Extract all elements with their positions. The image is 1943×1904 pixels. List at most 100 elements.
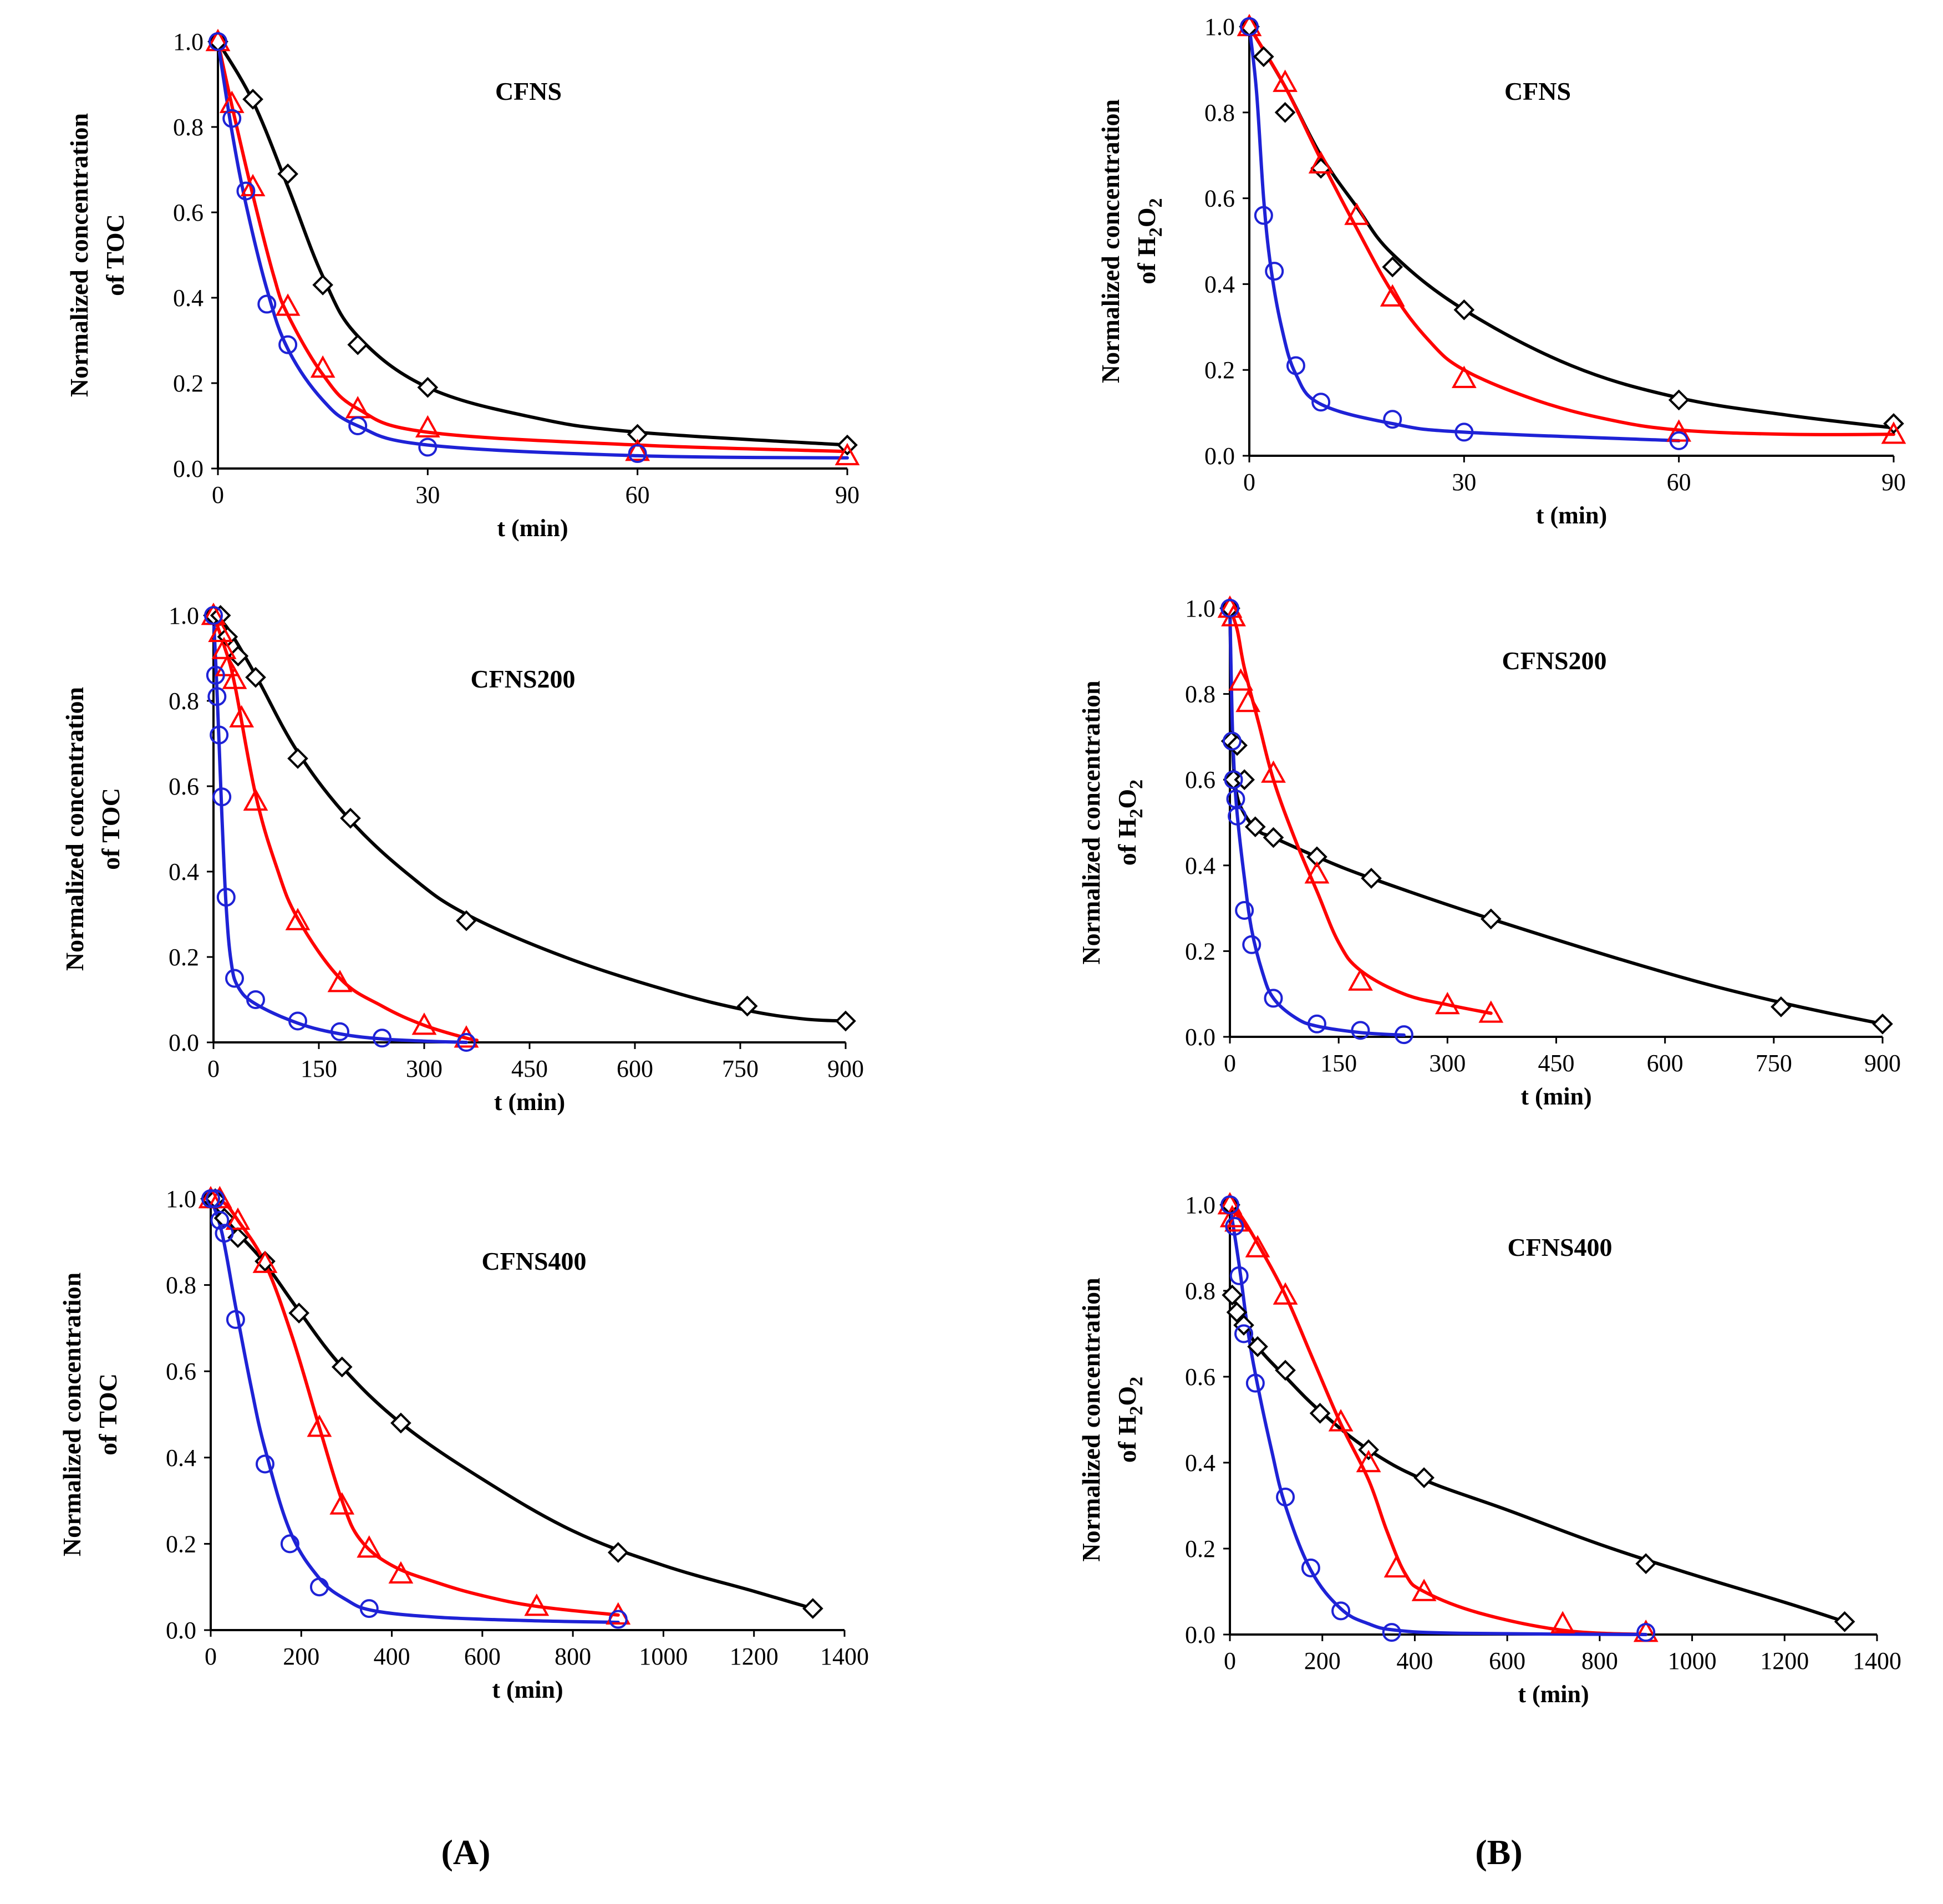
y-axis-label-subscript: 2 bbox=[1126, 1406, 1147, 1416]
data-point-blue bbox=[330, 1022, 349, 1041]
y-axis-label-part: of H bbox=[1113, 1415, 1141, 1463]
data-point-black bbox=[390, 1412, 411, 1434]
data-point-red bbox=[1356, 1449, 1381, 1473]
data-point-blue bbox=[246, 990, 265, 1009]
x-tick-label: 0 bbox=[205, 1643, 217, 1670]
data-point-blue bbox=[1276, 1488, 1295, 1506]
y-tick-label: 1.0 bbox=[1204, 13, 1235, 40]
data-point-blue bbox=[225, 969, 244, 988]
y-axis-label-line1: Normalized concentration bbox=[1077, 680, 1105, 964]
y-tick-label: 0.4 bbox=[1185, 852, 1215, 879]
data-point-blue bbox=[1240, 17, 1259, 36]
x-tick-label: 0 bbox=[1243, 469, 1255, 496]
x-tick-label: 30 bbox=[415, 481, 440, 508]
data-point-red bbox=[222, 666, 247, 689]
data-point-blue bbox=[1235, 900, 1254, 920]
data-point-red bbox=[1344, 202, 1370, 225]
y-axis-label-line2: of H2O2 bbox=[1113, 780, 1147, 866]
fit-line-red bbox=[212, 614, 479, 1042]
data-point-blue bbox=[1311, 393, 1331, 412]
data-point-red bbox=[1328, 1409, 1354, 1432]
x-axis-label: t (min) bbox=[1536, 502, 1607, 529]
y-axis-label-part: of H bbox=[1132, 237, 1161, 284]
data-point-black bbox=[802, 1598, 823, 1619]
data-point-blue bbox=[222, 109, 242, 128]
y-axis-label-part: O bbox=[1132, 207, 1161, 227]
data-point-blue bbox=[1301, 1558, 1320, 1577]
data-point-blue bbox=[1222, 731, 1242, 751]
data-point-blue bbox=[1225, 1216, 1244, 1236]
x-tick-label: 800 bbox=[1581, 1647, 1618, 1674]
data-point-black bbox=[1453, 299, 1475, 320]
y-axis-label-line1: Normalized concentration bbox=[65, 113, 93, 397]
y-axis-label-line1: Normalized concentration bbox=[58, 1272, 86, 1556]
y-axis-label-line1: Normalized concentration bbox=[60, 687, 89, 971]
x-tick-label: 300 bbox=[1429, 1050, 1466, 1077]
data-point-blue bbox=[628, 444, 647, 464]
y-tick-label: 0.8 bbox=[166, 1272, 196, 1299]
data-point-red bbox=[225, 1207, 251, 1230]
data-point-black bbox=[1358, 1439, 1379, 1460]
data-point-blue bbox=[236, 181, 256, 201]
data-point-red bbox=[211, 637, 237, 659]
y-axis-label-line2: of TOC bbox=[96, 788, 125, 870]
chart-title: CFNS bbox=[495, 77, 562, 105]
y-axis-label-subscript: 2 bbox=[1126, 809, 1147, 818]
x-tick-label: 1400 bbox=[820, 1643, 869, 1670]
data-point-blue bbox=[418, 437, 438, 457]
data-point-red bbox=[285, 908, 311, 930]
chart-panel-b1: 0.0 0.2 0.4 0.6 0.8 1.0 0 30 60 90 t (min) Normaliz… bbox=[1096, 13, 1906, 529]
data-point-blue bbox=[1245, 1373, 1265, 1393]
y-axis-label-line1: Normalized concentration bbox=[1077, 1277, 1105, 1561]
chart-panel-a1: 0.0 0.2 0.4 0.6 0.8 1.0 0 30 60 90 t (min) Normaliz… bbox=[65, 28, 860, 542]
data-point-black bbox=[1382, 256, 1403, 278]
y-tick-label: 0.0 bbox=[1204, 442, 1235, 470]
data-point-red bbox=[1273, 1282, 1298, 1305]
x-axis-label: t (min) bbox=[1518, 1681, 1589, 1708]
x-tick-label: 600 bbox=[1647, 1050, 1683, 1077]
data-point-red bbox=[327, 970, 353, 992]
data-point-blue bbox=[457, 1033, 476, 1052]
fit-line-blue bbox=[1228, 1203, 1648, 1636]
y-axis-label-part: of TOC bbox=[94, 1373, 122, 1455]
y-tick-label: 0.0 bbox=[1185, 1621, 1215, 1648]
data-point-red bbox=[835, 442, 860, 466]
data-point-black bbox=[1480, 908, 1502, 930]
y-tick-label: 1.0 bbox=[166, 1185, 196, 1213]
data-point-black bbox=[835, 1010, 856, 1032]
data-point-blue bbox=[1264, 989, 1283, 1008]
data-point-black bbox=[627, 424, 648, 445]
data-point-blue bbox=[208, 32, 227, 51]
data-point-blue bbox=[373, 1029, 391, 1048]
x-tick-label: 900 bbox=[1864, 1050, 1901, 1077]
chart-panel-a2: 0.0 0.2 0.4 0.6 0.8 1.0 0 150 300 450 600 750 900 t (… bbox=[60, 602, 864, 1116]
data-point-blue bbox=[201, 1189, 220, 1208]
data-point-black bbox=[1226, 1301, 1248, 1323]
data-point-red bbox=[1308, 151, 1334, 174]
data-point-red bbox=[1245, 1235, 1270, 1258]
data-point-black bbox=[1872, 1013, 1893, 1035]
x-tick-label: 600 bbox=[617, 1055, 653, 1082]
x-tick-label: 450 bbox=[511, 1055, 548, 1082]
data-point-blue bbox=[1286, 356, 1305, 375]
y-tick-label: 0.8 bbox=[169, 688, 199, 715]
x-tick-label: 90 bbox=[1881, 469, 1906, 496]
y-axis-label-subscript: 2 bbox=[1126, 1377, 1147, 1386]
data-point-black bbox=[255, 1250, 276, 1272]
data-point-red bbox=[1384, 1555, 1409, 1578]
y-tick-label: 0.6 bbox=[169, 773, 199, 800]
data-point-blue bbox=[215, 1224, 234, 1243]
y-tick-label: 0.8 bbox=[1204, 99, 1235, 126]
x-tick-label: 200 bbox=[283, 1643, 319, 1670]
data-point-blue bbox=[1331, 1601, 1351, 1621]
data-point-blue bbox=[210, 1210, 230, 1230]
y-tick-label: 0.6 bbox=[166, 1358, 196, 1385]
y-tick-label: 0.2 bbox=[1185, 938, 1215, 965]
data-point-blue bbox=[207, 687, 227, 706]
data-point-black bbox=[288, 1302, 310, 1323]
data-point-red bbox=[310, 355, 335, 378]
data-point-red bbox=[1380, 284, 1405, 307]
x-tick-label: 0 bbox=[212, 481, 224, 508]
data-point-blue bbox=[288, 1011, 307, 1031]
data-point-black bbox=[1253, 46, 1274, 68]
